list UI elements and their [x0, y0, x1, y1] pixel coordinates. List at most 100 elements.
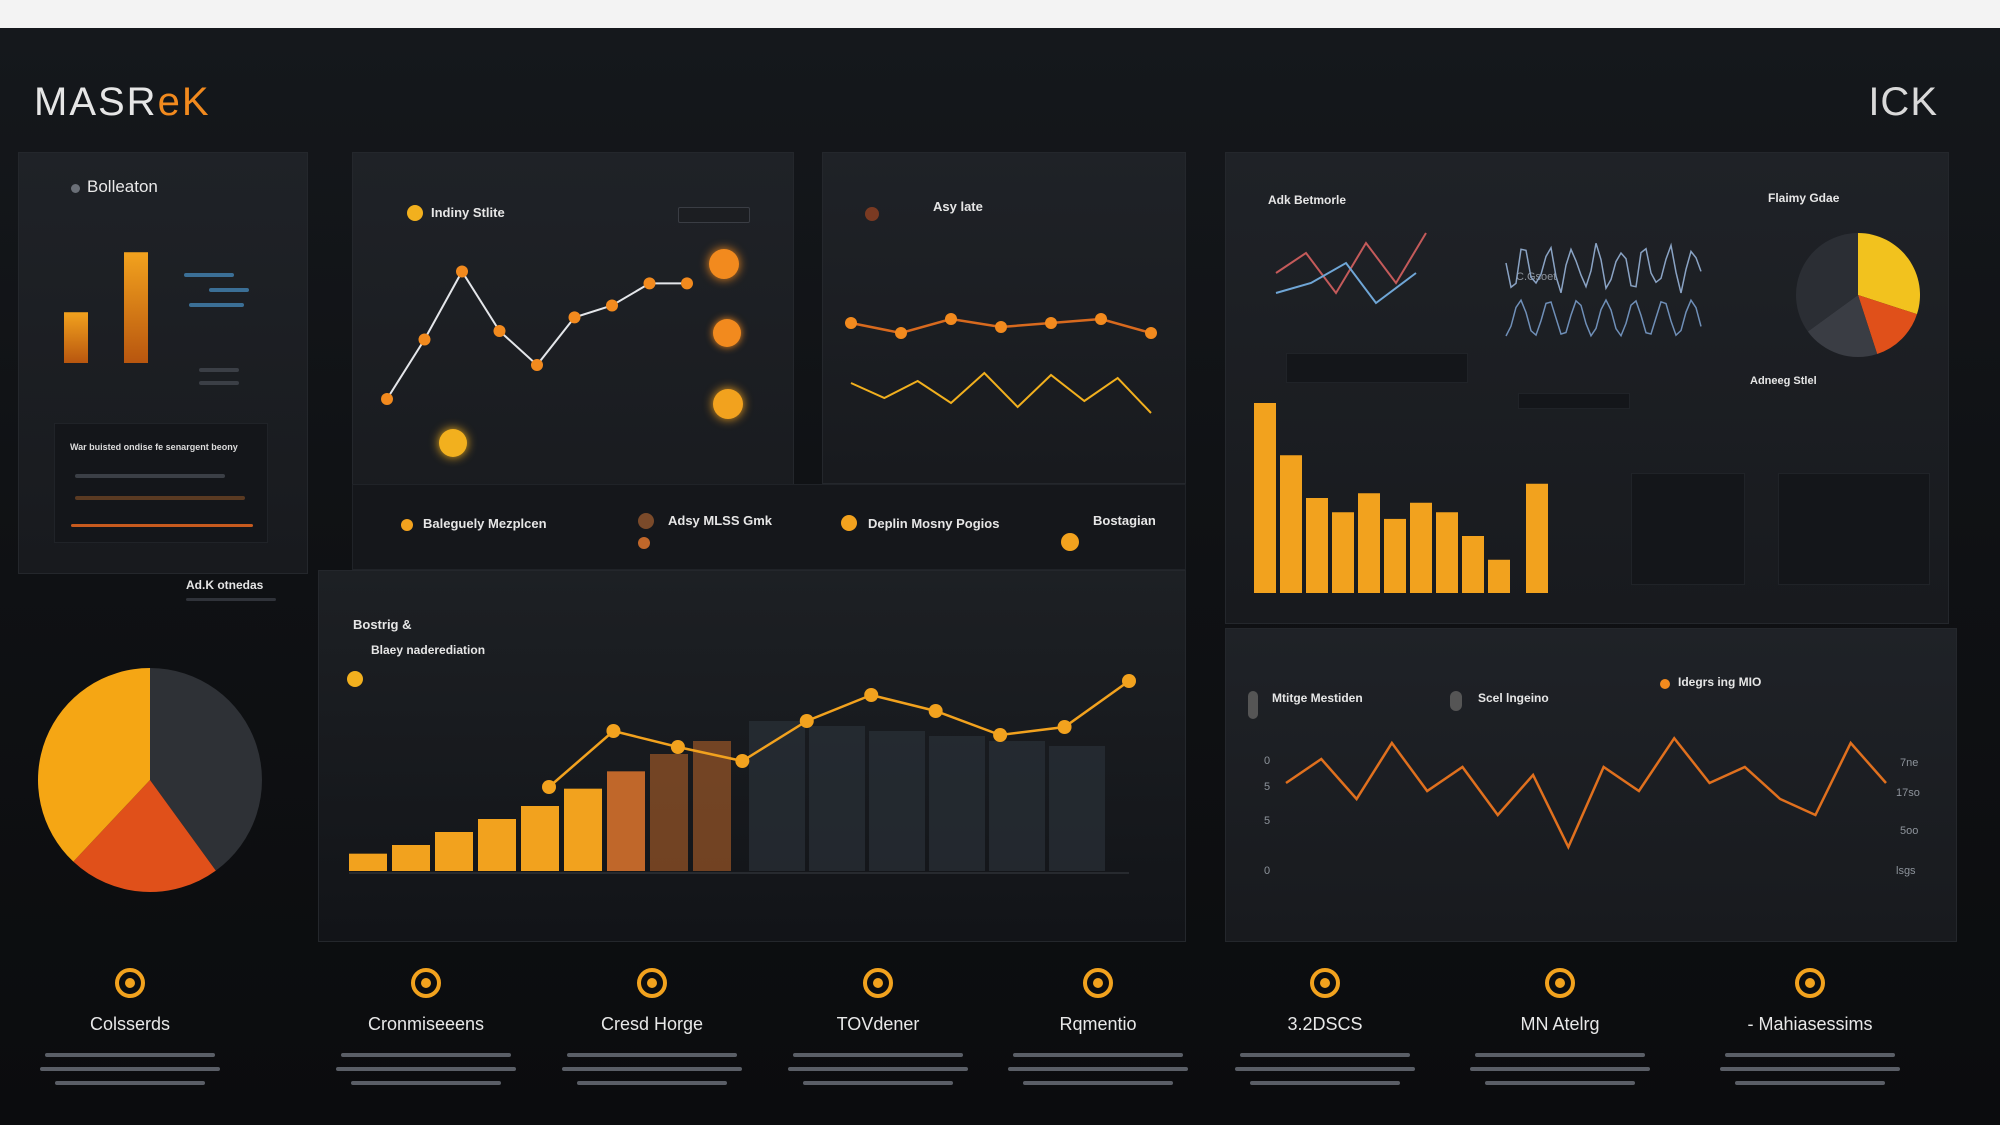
feature-description: [998, 1053, 1198, 1085]
feature-label: Rqmentio: [1059, 1014, 1137, 1034]
panel-right-top: Adk Betmorle Flaimy Gdae Adneeg Stlel C.…: [1225, 152, 1949, 624]
chart-node-icon[interactable]: [713, 389, 743, 419]
feature-description: [552, 1053, 752, 1085]
meta-line: [186, 598, 276, 601]
y-tick: 0: [1264, 755, 1271, 767]
chart-bar-shadow: [1049, 746, 1105, 871]
data-point: [995, 321, 1007, 333]
chart-bar: [124, 252, 148, 363]
chart-bar: [1254, 403, 1276, 593]
pie-slice: [1807, 295, 1878, 357]
feature-item[interactable]: MN Atelrg: [1460, 968, 1660, 1095]
chart-bar: [693, 741, 731, 871]
panel-left-top: Bolleaton War buisted ondise fe senargen…: [18, 152, 308, 574]
y-tick: 0: [1264, 865, 1271, 877]
list-card[interactable]: [1631, 473, 1745, 585]
feature-item[interactable]: 3.2DSCS: [1225, 968, 1425, 1095]
play-icon[interactable]: [709, 249, 739, 279]
feature-item[interactable]: - Mahiasessims: [1710, 968, 1910, 1095]
combo-chart: [349, 674, 1136, 874]
noise-chart: [1505, 242, 1702, 338]
legend-row: Baleguely Mezplcen Adsy MLSS Gmk Deplin …: [352, 484, 1186, 570]
panel-title: Asy late: [933, 199, 983, 214]
series-line: [1505, 242, 1702, 294]
bar-chart-right: [1254, 403, 1548, 593]
data-point: [681, 277, 693, 290]
header-brand-mark[interactable]: ICK: [1868, 80, 1938, 124]
data-point: [799, 714, 814, 728]
chart-bar-shadow: [869, 731, 925, 871]
panel-right-bottom: Mtitge Mestiden Scel lngeino Idegrs ing …: [1225, 628, 1957, 942]
chart-bar-shadow: [989, 741, 1045, 871]
series-line: [1285, 736, 1887, 850]
feature-item[interactable]: Cresd Horge: [552, 968, 752, 1095]
feature-label: 3.2DSCS: [1287, 1014, 1363, 1034]
panel-title: Indiny Stlite: [431, 205, 505, 220]
filter-chip[interactable]: [1518, 393, 1630, 409]
y-tick: 5: [1264, 781, 1271, 793]
feature-item[interactable]: Rqmentio: [998, 968, 1198, 1095]
y-tick-right: lsgs: [1896, 865, 1916, 877]
data-point: [1095, 313, 1107, 325]
legend-dot: [841, 515, 857, 531]
panel-title: Ad.K otnedas: [186, 578, 264, 592]
panel-subtitle: Blaey naderediation: [371, 643, 486, 657]
house-icon: [1545, 968, 1575, 998]
legend-dot: [638, 513, 654, 529]
header-pill[interactable]: [678, 207, 750, 223]
data-point: [643, 277, 656, 290]
chart-bar: [1526, 483, 1548, 593]
series-line: [386, 269, 687, 400]
chart-bar: [564, 788, 602, 871]
legend-dot: [347, 671, 363, 687]
chart-bar: [1280, 455, 1302, 593]
data-point: [456, 265, 468, 278]
face-icon: [411, 968, 441, 998]
meta-line: [199, 368, 239, 372]
legend-label[interactable]: Mtitge Mestiden: [1272, 691, 1363, 705]
app-logo[interactable]: MASReK: [34, 80, 211, 124]
data-point: [606, 299, 618, 312]
legend-label[interactable]: Idegrs ing MIO: [1678, 675, 1762, 689]
feature-description: [326, 1053, 526, 1085]
line-chart-right-bottom: [1285, 736, 1887, 850]
legend-label[interactable]: Baleguely Mezplcen: [423, 516, 547, 531]
legend-dot: [1660, 679, 1670, 689]
legend-label[interactable]: Scel lngeino: [1478, 691, 1549, 705]
pie-slice: [1858, 295, 1917, 354]
legend-dot: [1450, 691, 1462, 711]
data-point: [1045, 317, 1057, 329]
feature-item[interactable]: TOVdener: [778, 968, 978, 1095]
feature-description: [30, 1053, 230, 1085]
chart-bar: [478, 819, 516, 871]
summary-card[interactable]: War buisted ondise fe senargent beony: [54, 423, 268, 543]
y-tick-right: 5oo: [1900, 825, 1919, 837]
legend-label[interactable]: Adsy MLSS Gmk: [668, 513, 773, 528]
dashboard-app: MASReK ICK Bolleaton War buisted ondise …: [0, 28, 2000, 1125]
chart-dot-icon: [407, 205, 423, 221]
feature-item[interactable]: Cronmiseeens: [326, 968, 526, 1095]
chart-node-icon[interactable]: [439, 429, 467, 457]
refresh-icon: [1795, 968, 1825, 998]
stat-card[interactable]: [1778, 473, 1930, 585]
data-point: [1057, 720, 1072, 734]
summary-line: [75, 496, 245, 500]
y-tick-right: 17so: [1896, 787, 1920, 799]
chart-node-icon[interactable]: [713, 319, 741, 347]
chart-bar: [1306, 498, 1328, 593]
chart-bar-shadow: [809, 726, 865, 871]
data-point: [928, 704, 943, 718]
pie-chart-left: [37, 668, 263, 892]
meta-line: [199, 381, 239, 385]
panel-left-pie: Ad.K otnedas: [10, 578, 300, 938]
data-point: [735, 754, 750, 768]
legend-label[interactable]: Bostagian: [1093, 513, 1156, 528]
pie-slice: [37, 668, 150, 862]
data-point: [381, 393, 393, 405]
feature-item[interactable]: Colsserds: [30, 968, 230, 1095]
info-box[interactable]: [1286, 353, 1468, 383]
chart-bar-shadow: [929, 736, 985, 871]
legend-label[interactable]: Deplin Mosny Pogios: [868, 516, 1000, 531]
panel-title: Bolleaton: [87, 177, 158, 196]
mini-bar-chart: [64, 252, 148, 363]
